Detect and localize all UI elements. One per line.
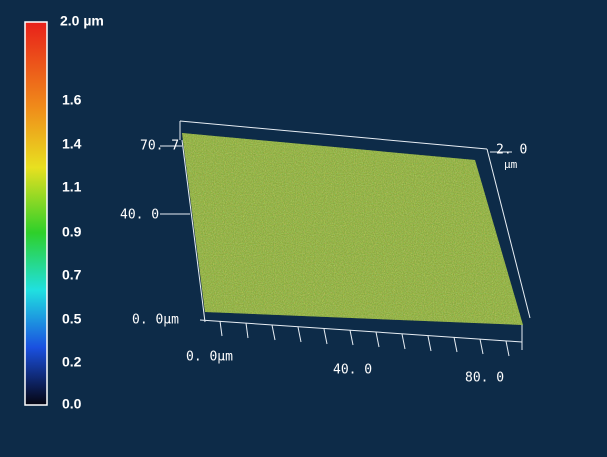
colorbar-label: 2.0 µm: [60, 13, 104, 29]
y-label: 40. 0: [120, 208, 159, 223]
z-unit: µm: [504, 158, 518, 171]
colorbar-label: 1.6: [62, 92, 82, 108]
x-label: 40. 0: [333, 363, 372, 378]
colorbar-label: 0.7: [62, 267, 82, 283]
frame: [160, 120, 531, 350]
x-label: 80. 0: [465, 371, 504, 386]
colorbar-labels: 2.0 µm 1.6 1.4 1.1 0.9 0.7 0.5 0.2 0.0: [60, 13, 104, 412]
colorbar-label: 0.2: [62, 354, 82, 370]
colorbar-label: 0.0: [62, 396, 82, 412]
z-label: 2. 0: [496, 143, 527, 158]
colorbar-label: 1.4: [62, 136, 82, 152]
colorbar-label: 0.9: [62, 224, 82, 240]
x-label: 0. 0µm: [186, 350, 233, 365]
colorbar: [24, 21, 48, 406]
y-label: 0. 0µm: [132, 313, 179, 328]
colorbar-label: 1.1: [62, 179, 82, 195]
surface-texture: [182, 133, 523, 325]
ticks: [219, 320, 510, 357]
y-label: 70. 7: [140, 139, 179, 154]
colorbar-label: 0.5: [62, 311, 82, 327]
axis-labels: 70. 7 40. 0 0. 0µm 0. 0µm 40. 0 80. 0 2.…: [120, 139, 527, 386]
